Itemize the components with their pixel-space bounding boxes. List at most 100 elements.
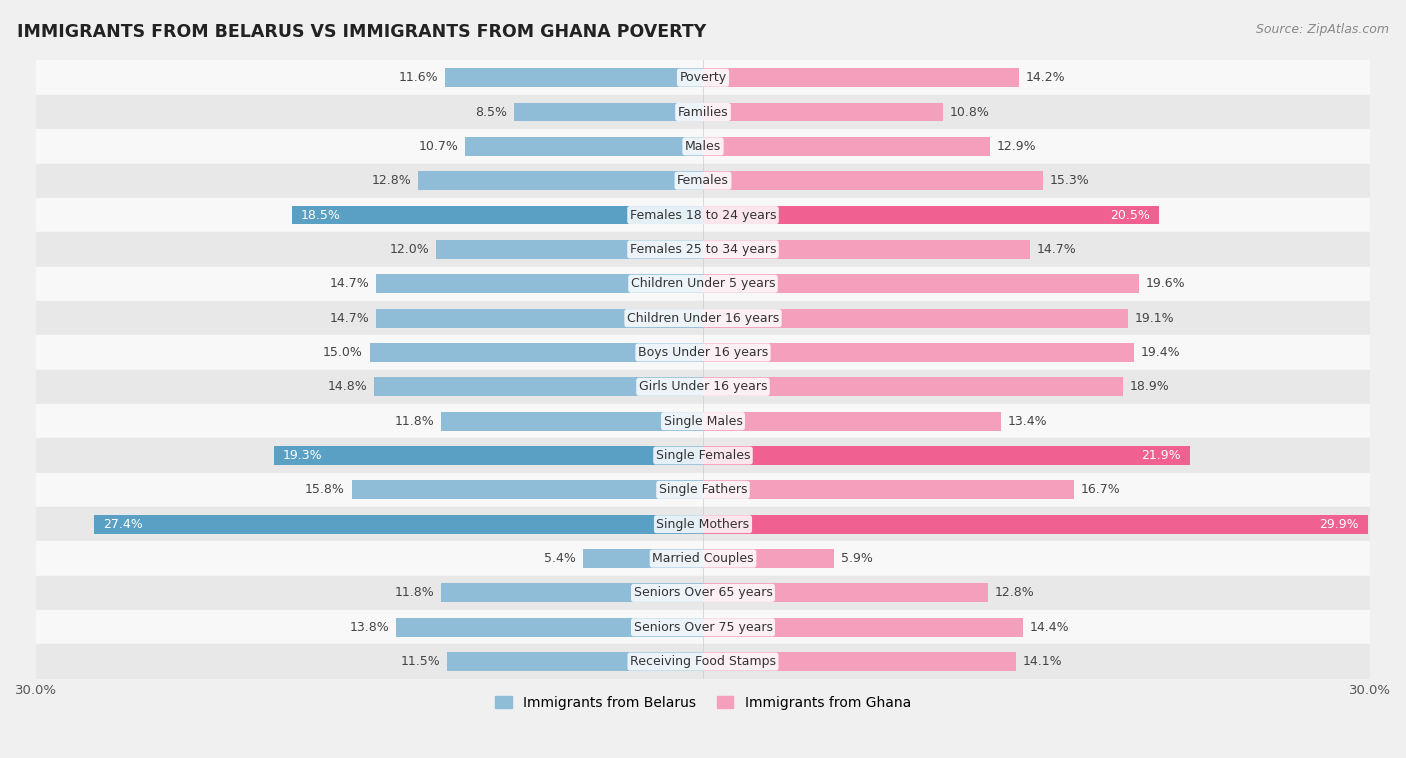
Text: Males: Males xyxy=(685,140,721,153)
Bar xyxy=(374,377,703,396)
Text: Children Under 16 years: Children Under 16 years xyxy=(627,312,779,324)
Bar xyxy=(37,438,1369,473)
Text: 14.7%: 14.7% xyxy=(1036,243,1076,256)
Bar xyxy=(703,481,1074,500)
Text: 15.0%: 15.0% xyxy=(323,346,363,359)
Text: 14.2%: 14.2% xyxy=(1025,71,1064,84)
Bar xyxy=(396,618,703,637)
Text: Single Mothers: Single Mothers xyxy=(657,518,749,531)
Text: 12.8%: 12.8% xyxy=(373,174,412,187)
Bar xyxy=(703,274,1139,293)
Text: 5.4%: 5.4% xyxy=(544,552,576,565)
Text: 5.9%: 5.9% xyxy=(841,552,873,565)
Bar xyxy=(37,198,1369,232)
Bar xyxy=(37,644,1369,678)
Bar xyxy=(515,102,703,121)
Bar xyxy=(94,515,703,534)
Bar xyxy=(703,205,1159,224)
Text: Females: Females xyxy=(678,174,728,187)
Text: Seniors Over 75 years: Seniors Over 75 years xyxy=(634,621,772,634)
Text: 14.4%: 14.4% xyxy=(1029,621,1070,634)
Text: 15.3%: 15.3% xyxy=(1050,174,1090,187)
Text: 12.0%: 12.0% xyxy=(389,243,429,256)
Bar xyxy=(703,377,1123,396)
Bar xyxy=(291,205,703,224)
Text: 12.8%: 12.8% xyxy=(994,587,1033,600)
Bar xyxy=(703,618,1024,637)
Text: Females 18 to 24 years: Females 18 to 24 years xyxy=(630,208,776,221)
Bar xyxy=(352,481,703,500)
Text: 11.5%: 11.5% xyxy=(401,655,440,668)
Text: 19.3%: 19.3% xyxy=(283,449,322,462)
Text: 11.8%: 11.8% xyxy=(394,415,434,428)
Text: Girls Under 16 years: Girls Under 16 years xyxy=(638,381,768,393)
Text: 14.7%: 14.7% xyxy=(330,277,370,290)
Bar xyxy=(703,412,1001,431)
Bar xyxy=(274,446,703,465)
Text: 19.6%: 19.6% xyxy=(1146,277,1185,290)
Text: 16.7%: 16.7% xyxy=(1081,484,1121,496)
Bar xyxy=(377,274,703,293)
Bar xyxy=(465,137,703,156)
Text: 11.8%: 11.8% xyxy=(394,587,434,600)
Bar xyxy=(37,576,1369,610)
Bar xyxy=(37,61,1369,95)
Bar xyxy=(703,171,1043,190)
Bar xyxy=(37,267,1369,301)
Text: Single Females: Single Females xyxy=(655,449,751,462)
Text: Seniors Over 65 years: Seniors Over 65 years xyxy=(634,587,772,600)
Bar xyxy=(436,240,703,258)
Bar xyxy=(370,343,703,362)
Bar xyxy=(37,335,1369,370)
Bar xyxy=(703,343,1135,362)
Bar xyxy=(37,610,1369,644)
Bar xyxy=(37,404,1369,438)
Bar xyxy=(703,446,1189,465)
Bar xyxy=(37,541,1369,576)
Text: 10.8%: 10.8% xyxy=(950,105,990,118)
Text: Single Fathers: Single Fathers xyxy=(659,484,747,496)
Bar xyxy=(703,240,1029,258)
Text: 13.8%: 13.8% xyxy=(350,621,389,634)
Text: 21.9%: 21.9% xyxy=(1142,449,1181,462)
Text: Boys Under 16 years: Boys Under 16 years xyxy=(638,346,768,359)
Text: 18.5%: 18.5% xyxy=(301,208,340,221)
Bar xyxy=(37,370,1369,404)
Bar xyxy=(377,309,703,327)
Bar xyxy=(703,137,990,156)
Text: 8.5%: 8.5% xyxy=(475,105,508,118)
Text: 15.8%: 15.8% xyxy=(305,484,344,496)
Text: Source: ZipAtlas.com: Source: ZipAtlas.com xyxy=(1256,23,1389,36)
Text: 19.4%: 19.4% xyxy=(1142,346,1181,359)
Bar xyxy=(703,515,1368,534)
Text: 29.9%: 29.9% xyxy=(1319,518,1358,531)
Text: 14.1%: 14.1% xyxy=(1024,655,1063,668)
Text: 10.7%: 10.7% xyxy=(419,140,458,153)
Bar xyxy=(37,95,1369,129)
Text: Poverty: Poverty xyxy=(679,71,727,84)
Text: 12.9%: 12.9% xyxy=(997,140,1036,153)
Bar xyxy=(703,652,1017,671)
Bar xyxy=(37,164,1369,198)
Text: 18.9%: 18.9% xyxy=(1130,381,1170,393)
Bar xyxy=(37,129,1369,164)
Bar xyxy=(447,652,703,671)
Text: 19.1%: 19.1% xyxy=(1135,312,1174,324)
Text: 14.7%: 14.7% xyxy=(330,312,370,324)
Bar xyxy=(703,102,943,121)
Bar xyxy=(37,507,1369,541)
Text: 11.6%: 11.6% xyxy=(399,71,439,84)
Bar xyxy=(703,584,987,603)
Bar xyxy=(440,584,703,603)
Text: IMMIGRANTS FROM BELARUS VS IMMIGRANTS FROM GHANA POVERTY: IMMIGRANTS FROM BELARUS VS IMMIGRANTS FR… xyxy=(17,23,706,41)
Bar xyxy=(446,68,703,87)
Text: Receiving Food Stamps: Receiving Food Stamps xyxy=(630,655,776,668)
Bar xyxy=(419,171,703,190)
Bar xyxy=(703,549,834,568)
Bar xyxy=(37,473,1369,507)
Text: Children Under 5 years: Children Under 5 years xyxy=(631,277,775,290)
Legend: Immigrants from Belarus, Immigrants from Ghana: Immigrants from Belarus, Immigrants from… xyxy=(489,690,917,715)
Text: 13.4%: 13.4% xyxy=(1008,415,1047,428)
Bar xyxy=(440,412,703,431)
Bar xyxy=(37,232,1369,267)
